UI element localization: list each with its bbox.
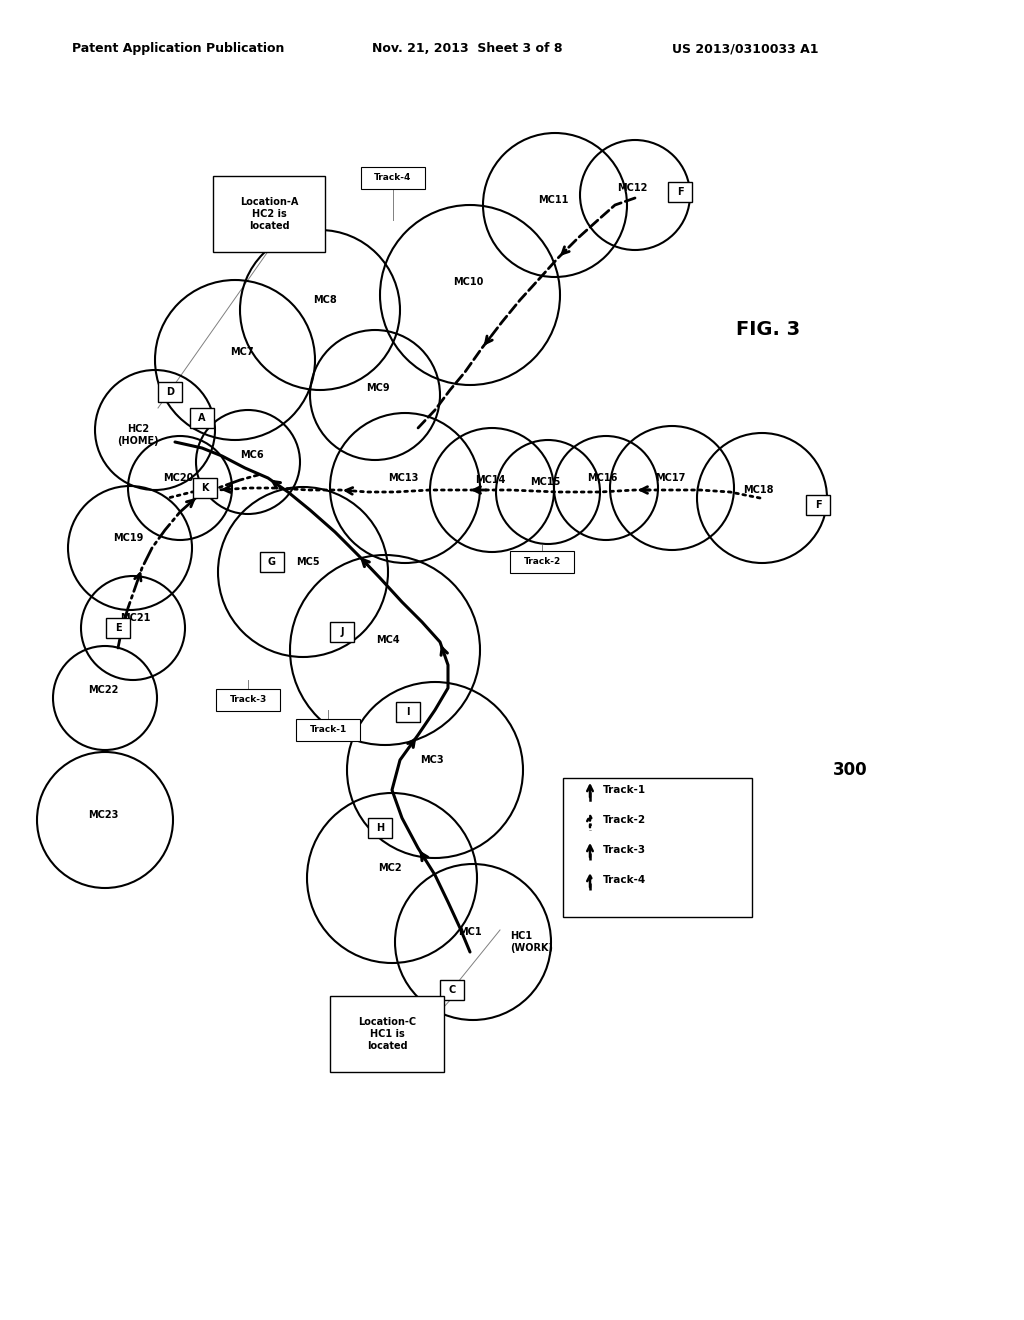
- Text: FIG. 3: FIG. 3: [736, 319, 800, 339]
- Text: Track-3: Track-3: [603, 845, 646, 855]
- Text: MC22: MC22: [88, 685, 118, 696]
- Text: MC15: MC15: [529, 477, 560, 487]
- Text: MC8: MC8: [313, 294, 337, 305]
- Text: US 2013/0310033 A1: US 2013/0310033 A1: [672, 42, 818, 55]
- Text: MC13: MC13: [388, 473, 418, 483]
- FancyBboxPatch shape: [330, 997, 444, 1072]
- Text: MC23: MC23: [88, 810, 118, 820]
- FancyBboxPatch shape: [106, 618, 130, 638]
- FancyBboxPatch shape: [216, 689, 280, 711]
- Text: Track-4: Track-4: [603, 875, 646, 884]
- Text: E: E: [115, 623, 121, 634]
- FancyBboxPatch shape: [330, 622, 354, 642]
- Text: MC20: MC20: [163, 473, 194, 483]
- FancyBboxPatch shape: [806, 495, 830, 515]
- FancyBboxPatch shape: [260, 552, 284, 572]
- Text: MC6: MC6: [241, 450, 264, 459]
- Text: MC16: MC16: [587, 473, 617, 483]
- FancyBboxPatch shape: [361, 168, 425, 189]
- Text: I: I: [407, 708, 410, 717]
- Text: MC9: MC9: [367, 383, 390, 393]
- Text: HC1
(WORK): HC1 (WORK): [510, 931, 553, 953]
- Text: MC2: MC2: [378, 863, 401, 873]
- Text: MC4: MC4: [376, 635, 399, 645]
- Text: Track-2: Track-2: [603, 814, 646, 825]
- Text: MC21: MC21: [120, 612, 151, 623]
- FancyBboxPatch shape: [158, 381, 182, 403]
- Text: K: K: [202, 483, 209, 492]
- Text: MC7: MC7: [230, 347, 254, 356]
- Text: Nov. 21, 2013  Sheet 3 of 8: Nov. 21, 2013 Sheet 3 of 8: [372, 42, 562, 55]
- Text: MC12: MC12: [616, 183, 647, 193]
- FancyBboxPatch shape: [440, 979, 464, 1001]
- Text: MC18: MC18: [742, 484, 773, 495]
- Text: MC10: MC10: [453, 277, 483, 286]
- Text: Track-2: Track-2: [523, 557, 560, 566]
- Text: MC11: MC11: [538, 195, 568, 205]
- Text: MC19: MC19: [113, 533, 143, 543]
- Text: Track-4: Track-4: [375, 173, 412, 182]
- FancyBboxPatch shape: [368, 818, 392, 838]
- Text: Track-1: Track-1: [603, 785, 646, 795]
- Text: J: J: [340, 627, 344, 638]
- FancyBboxPatch shape: [668, 182, 692, 202]
- Text: H: H: [376, 822, 384, 833]
- FancyBboxPatch shape: [296, 719, 360, 741]
- Text: MC1: MC1: [458, 927, 482, 937]
- FancyBboxPatch shape: [190, 408, 214, 428]
- Text: Location-C
HC1 is
located: Location-C HC1 is located: [358, 1018, 416, 1051]
- FancyBboxPatch shape: [563, 777, 752, 917]
- Text: Location-A
HC2 is
located: Location-A HC2 is located: [240, 198, 298, 231]
- Text: MC14: MC14: [475, 475, 505, 484]
- Text: MC5: MC5: [296, 557, 319, 568]
- FancyBboxPatch shape: [213, 176, 325, 252]
- Text: Patent Application Publication: Patent Application Publication: [72, 42, 285, 55]
- Text: G: G: [268, 557, 276, 568]
- Text: MC17: MC17: [654, 473, 685, 483]
- Text: MC3: MC3: [420, 755, 443, 766]
- FancyBboxPatch shape: [510, 550, 574, 573]
- Text: A: A: [199, 413, 206, 422]
- Text: 300: 300: [833, 762, 867, 779]
- Text: F: F: [815, 500, 821, 510]
- Text: HC2
(HOME): HC2 (HOME): [117, 424, 159, 446]
- Text: D: D: [166, 387, 174, 397]
- FancyBboxPatch shape: [396, 702, 420, 722]
- FancyBboxPatch shape: [193, 478, 217, 498]
- Text: C: C: [449, 985, 456, 995]
- Text: F: F: [677, 187, 683, 197]
- Text: Track-3: Track-3: [229, 696, 266, 705]
- Text: Track-1: Track-1: [309, 726, 347, 734]
